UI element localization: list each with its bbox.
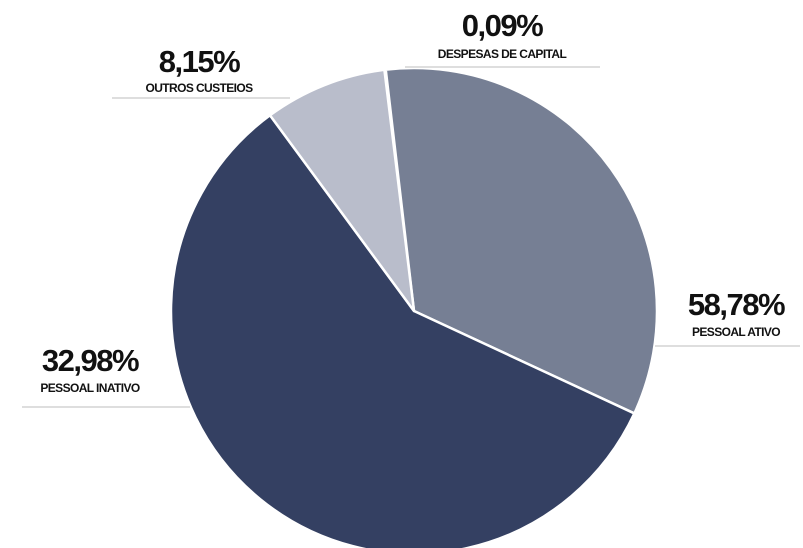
slice-label-outros-custeios: OUTROS CUSTEIOS <box>145 81 253 95</box>
callout-pessoal-inativo: 32,98% PESSOAL INATIVO <box>22 343 190 408</box>
slice-percent-outros-custeios: 8,15% <box>159 44 240 79</box>
slice-percent-pessoal-ativo: 58,78% <box>688 287 785 322</box>
pie-slices <box>169 66 659 548</box>
slice-percent-despesas-de-capital: 0,09% <box>462 8 543 43</box>
pie-slice-outros-custeios <box>268 68 416 313</box>
callout-despesas-de-capital: 0,09% DESPESAS DE CAPITAL <box>405 8 600 68</box>
callout-outros-custeios: 8,15% OUTROS CUSTEIOS <box>112 44 290 99</box>
slice-label-pessoal-ativo: PESSOAL ATIVO <box>692 325 780 339</box>
pie-slice-pessoal-inativo <box>169 114 636 548</box>
callout-pessoal-ativo: 58,78% PESSOAL ATIVO <box>655 287 800 347</box>
slice-percent-pessoal-inativo: 32,98% <box>42 343 139 378</box>
slice-label-despesas-de-capital: DESPESAS DE CAPITAL <box>438 47 567 61</box>
slice-label-pessoal-inativo: PESSOAL INATIVO <box>40 381 140 395</box>
pie-slice-pessoal-ativo <box>384 66 659 415</box>
